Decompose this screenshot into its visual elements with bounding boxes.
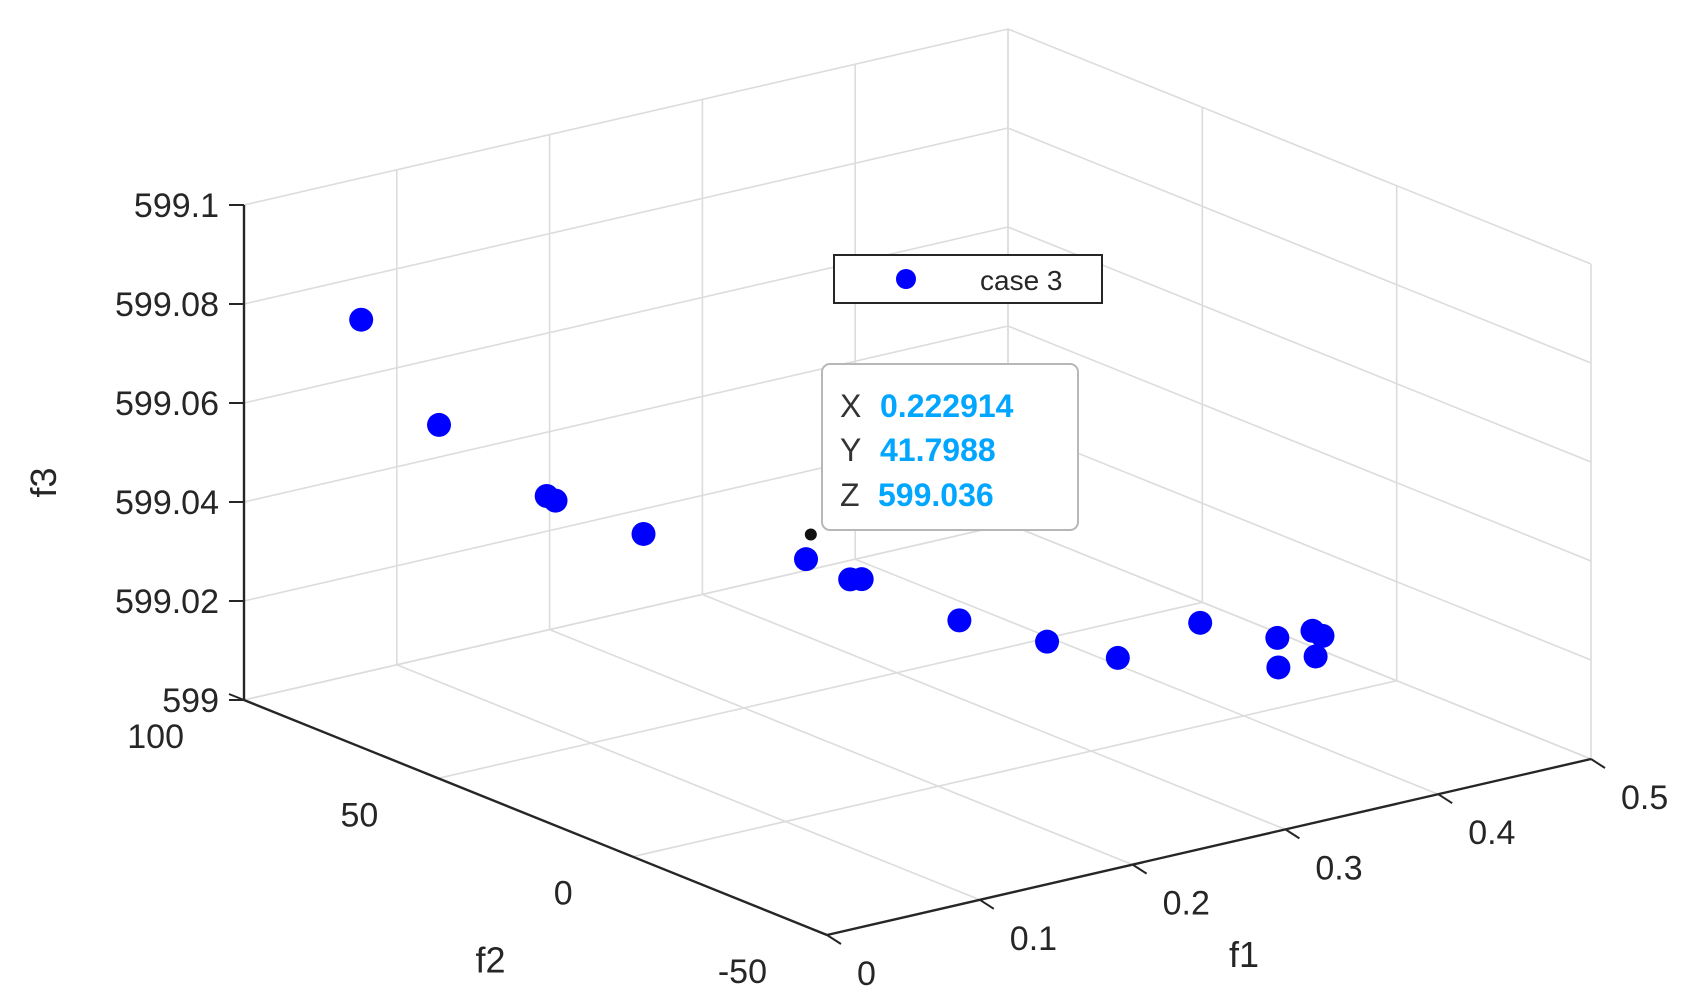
x-tick-mark — [826, 934, 842, 945]
data-tip-z-label: Z — [840, 477, 860, 513]
axes — [228, 204, 1606, 945]
data-point — [1035, 629, 1060, 654]
data-tip-box — [821, 363, 1079, 531]
grid-line — [396, 664, 981, 901]
data-point — [849, 567, 874, 592]
data-tip-z-value: 599.036 — [878, 477, 994, 513]
data-point — [631, 521, 656, 546]
legend-entry-label: case 3 — [980, 265, 1063, 296]
grid-line — [1007, 424, 1592, 661]
grid-line — [1007, 523, 1592, 760]
legend-marker — [896, 269, 916, 289]
x-tick-mark — [1437, 793, 1453, 805]
data-point — [1105, 645, 1130, 670]
y-tick-mark — [617, 849, 634, 858]
y-tick-mark — [811, 928, 828, 936]
grid-line — [1007, 226, 1592, 463]
data-point — [349, 307, 374, 332]
x-tick-label: 0.5 — [1621, 779, 1668, 817]
data-point — [794, 547, 819, 572]
x-axis-label: f1 — [1229, 934, 1259, 975]
x-tick-mark — [1590, 758, 1606, 769]
grid-line — [854, 558, 1439, 795]
data-points — [349, 307, 1335, 680]
z-axis-label: f3 — [23, 467, 64, 497]
y-axis-line — [243, 698, 828, 937]
z-tick-label: 599.06 — [115, 385, 219, 423]
data-tip[interactable]: X 0.222914 Y 41.7988 Z 599.036 — [804, 363, 1079, 541]
x-tick-label: 0.1 — [1010, 920, 1057, 958]
z-tick-label: 599.02 — [115, 583, 219, 621]
data-point — [1266, 655, 1291, 680]
data-tip-x-label: X — [840, 388, 861, 424]
data-point — [543, 488, 568, 513]
data-tip-y-label: Y — [840, 432, 861, 468]
y-tick-label: 100 — [127, 718, 184, 756]
grid-line — [243, 127, 1009, 305]
y-axis-label: f2 — [476, 940, 506, 981]
grid-line — [1007, 28, 1592, 265]
data-tip-y-value: 41.7988 — [880, 432, 996, 468]
x-tick-mark — [979, 898, 995, 910]
grid-line — [243, 325, 1009, 503]
legend-box — [833, 254, 1103, 304]
z-tick-label: 599.08 — [115, 286, 219, 324]
z-tick-label: 599 — [162, 682, 219, 720]
grid-line — [243, 523, 1009, 701]
data-tip-x-value: 0.222914 — [880, 388, 1014, 424]
grid-lines — [243, 28, 1592, 936]
x-tick-label: 0.4 — [1468, 814, 1515, 852]
y-tick-mark — [422, 771, 439, 780]
data-tip-point — [804, 528, 817, 541]
axis-labels: f1 f2 f3 — [23, 467, 1259, 980]
z-tick-label: 599.04 — [115, 484, 219, 522]
legend[interactable]: case 3 — [833, 254, 1103, 304]
y-tick-label: -50 — [718, 953, 767, 991]
data-point — [1265, 625, 1290, 650]
data-point — [1188, 610, 1213, 635]
y-tick-label: 50 — [341, 796, 379, 834]
data-point — [427, 412, 452, 437]
data-point — [947, 608, 972, 633]
data-point — [1310, 623, 1335, 648]
x-tick-label: 0.2 — [1163, 885, 1210, 923]
grid-line — [243, 28, 1009, 206]
grid-line — [549, 628, 1133, 866]
x-tick-label: 0 — [857, 955, 876, 993]
grid-line — [1007, 325, 1592, 562]
y-tick-label: 0 — [554, 875, 573, 913]
grid-line — [702, 593, 1286, 831]
x-axis-line — [826, 757, 1592, 937]
x-tick-mark — [1132, 863, 1148, 875]
grid-line — [1007, 127, 1592, 364]
z-tick-label: 599.1 — [134, 187, 219, 225]
data-point — [1303, 644, 1328, 669]
grid-line — [632, 679, 1397, 858]
x-tick-mark — [1284, 828, 1300, 840]
x-tick-label: 0.3 — [1315, 849, 1362, 887]
grid-line — [438, 601, 1203, 780]
